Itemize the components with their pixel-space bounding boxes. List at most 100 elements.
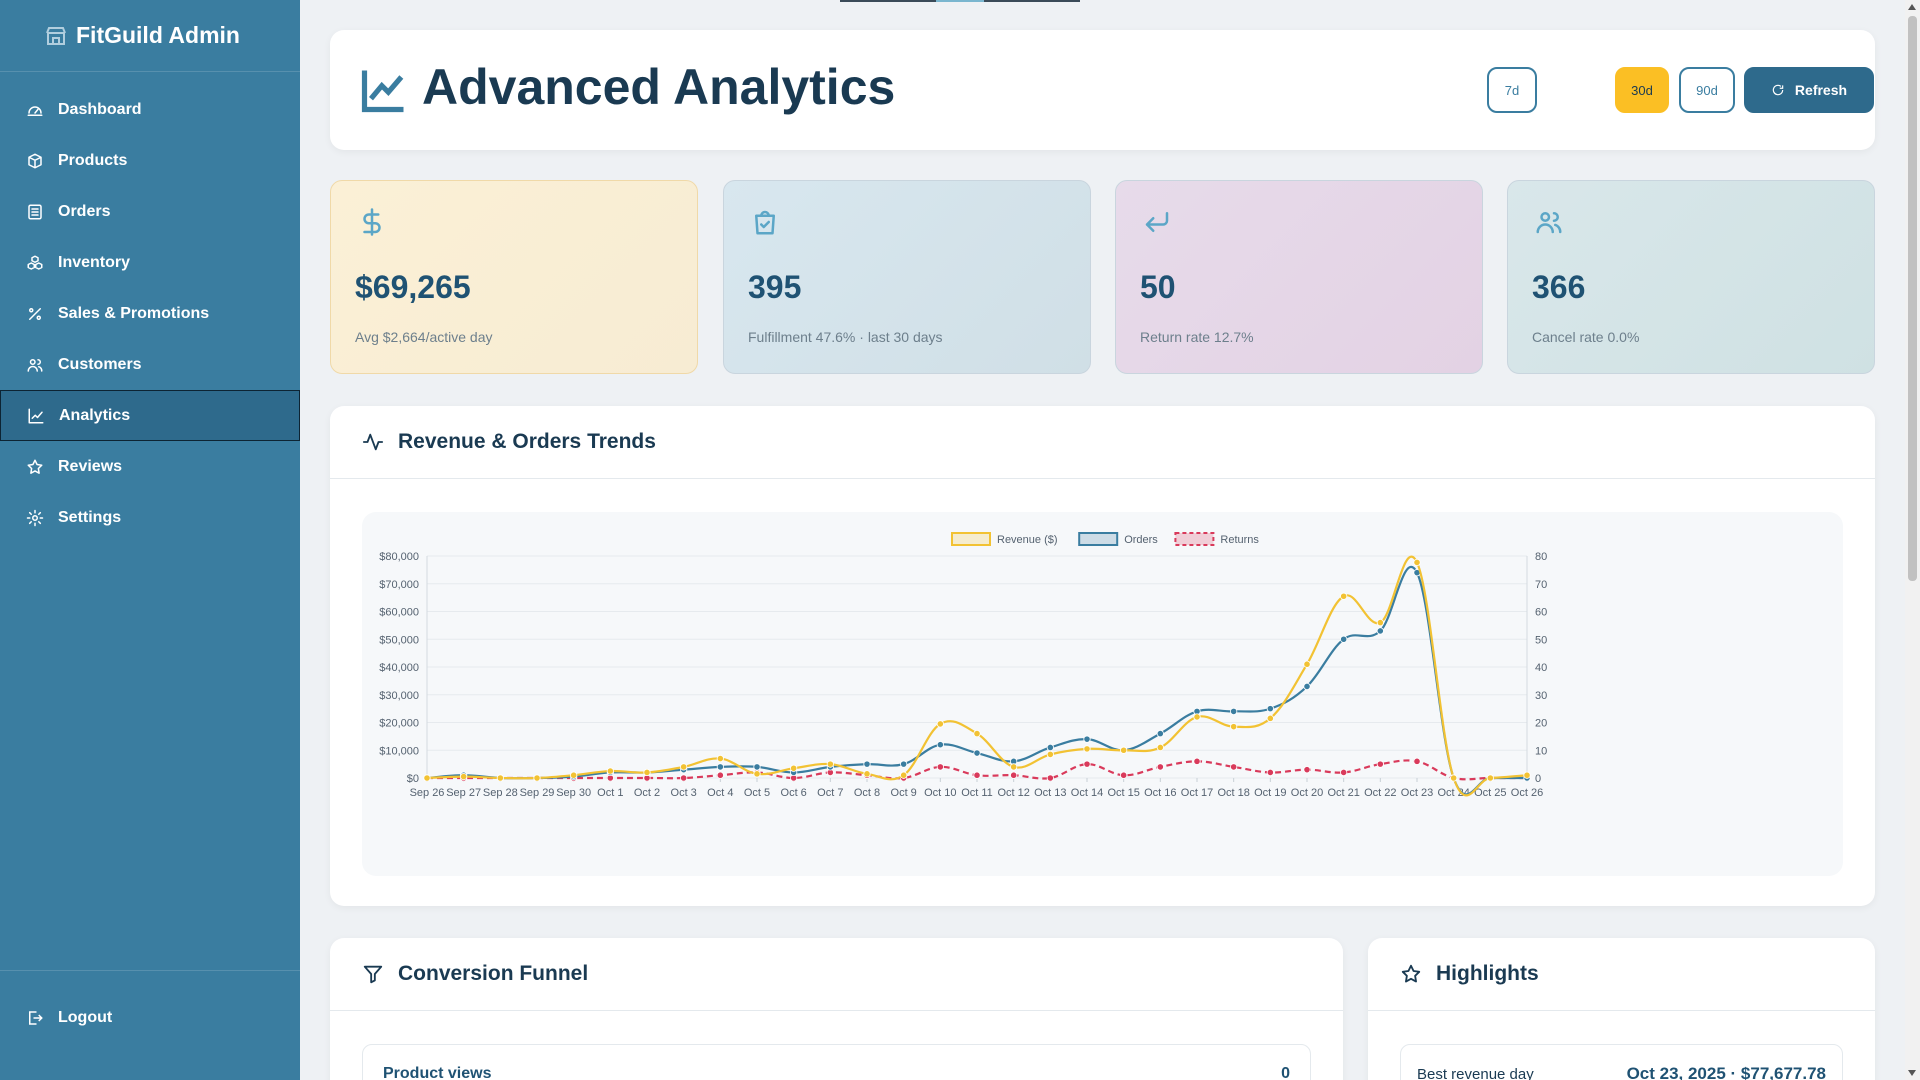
data-point (680, 763, 688, 771)
brand[interactable]: FitGuild Admin (0, 0, 300, 72)
data-point (1376, 627, 1384, 635)
data-point (1120, 771, 1128, 779)
series-line-revenue (426, 555, 1528, 797)
sidebar-item-analytics[interactable]: Analytics (0, 390, 300, 441)
logout-button[interactable]: Logout (0, 970, 300, 1064)
x-tick-label: Oct 6 (781, 787, 807, 799)
kpi-card-customers: 366 Cancel rate 0.0% (1507, 180, 1875, 374)
refresh-button[interactable]: Refresh (1744, 67, 1874, 113)
box-icon (28, 153, 42, 168)
kpi-subtext: Fulfillment 47.6% · last 30 days (748, 329, 943, 345)
kpi-value: 395 (748, 269, 802, 305)
kpi-value: $69,265 (355, 269, 471, 305)
data-point (753, 763, 761, 771)
data-point (1340, 635, 1348, 643)
x-tick-label: Oct 10 (924, 787, 956, 799)
data-point (423, 774, 431, 782)
data-point (1266, 768, 1274, 777)
sidebar-item-products[interactable]: Products (0, 135, 300, 186)
revenue-orders-chart[interactable]: $0 $10,000 $20,000 $30,000 $40,000 $50,000 $60… (362, 512, 1843, 876)
y-left-tick-label: $20,000 (379, 718, 419, 730)
x-tick-label: Oct 3 (671, 787, 697, 799)
funnel-row-value: 0 (1281, 1065, 1290, 1080)
legend-swatch (1174, 532, 1215, 546)
data-point (936, 720, 944, 728)
sidebar-item-dashboard[interactable]: Dashboard (0, 84, 300, 135)
data-point (1083, 760, 1091, 768)
sidebar-item-label: Orders (58, 202, 111, 220)
data-point (1340, 768, 1348, 777)
range-90d-button[interactable]: 90d (1679, 67, 1735, 113)
data-point (1046, 743, 1054, 752)
x-tick-label: Oct 25 (1474, 787, 1506, 799)
range-7d-button[interactable]: 7d (1487, 67, 1537, 113)
sidebar-item-reviews[interactable]: Reviews (0, 441, 300, 492)
x-tick-label: Oct 26 (1511, 787, 1543, 799)
star-icon (27, 459, 43, 474)
funnel-title: Conversion Funnel (398, 962, 589, 985)
data-point (1376, 619, 1384, 627)
data-point (900, 771, 908, 779)
data-point (1303, 682, 1311, 691)
y-left-tick-label: $30,000 (379, 690, 419, 702)
data-point (570, 771, 578, 779)
filter-icon (363, 965, 383, 984)
dashboard-icon (27, 105, 43, 116)
data-point (1303, 660, 1311, 668)
x-tick-label: Sep 27 (446, 787, 481, 799)
data-point (1156, 730, 1164, 738)
range-30d-button[interactable]: 30d (1615, 67, 1669, 113)
x-tick-label: Oct 17 (1181, 787, 1213, 799)
sidebar-item-label: Customers (58, 355, 142, 373)
kpi-subtext: Cancel rate 0.0% (1532, 329, 1640, 345)
chart-line-icon (361, 70, 404, 113)
y-right-tick-label: 80 (1535, 551, 1547, 563)
x-tick-label: Sep 30 (556, 787, 591, 799)
sidebar-item-customers[interactable]: Customers (0, 339, 300, 390)
data-point (1046, 774, 1054, 782)
sidebar-item-settings[interactable]: Settings (0, 492, 300, 543)
x-tick-label: Oct 21 (1327, 787, 1359, 799)
funnel-panel-header: Conversion Funnel (330, 938, 1343, 1011)
x-tick-label: Sep 26 (410, 787, 445, 799)
scroll-up-arrow[interactable] (1908, 4, 1916, 10)
scroll-down-arrow[interactable] (1908, 1070, 1916, 1076)
data-point (1340, 592, 1348, 600)
data-point (716, 763, 724, 771)
users-icon (27, 358, 43, 372)
data-point (1156, 743, 1164, 752)
highlight-value: Oct 23, 2025 · $77,677.78 (1626, 1064, 1826, 1080)
data-point (1046, 750, 1054, 759)
page-header: Advanced Analytics 7d 30d 90d Refresh (330, 30, 1875, 150)
shopping-bag-check-icon (755, 210, 775, 235)
data-point (1230, 763, 1238, 771)
legend-label: Orders (1124, 534, 1158, 546)
sidebar-item-label: Reviews (58, 457, 123, 475)
data-point (936, 763, 944, 771)
y-right-tick-label: 30 (1535, 690, 1547, 702)
x-tick-label: Oct 2 (634, 787, 660, 799)
legend-swatch (1078, 532, 1119, 546)
page-scrollbar[interactable] (1905, 0, 1920, 1080)
data-point (1230, 707, 1238, 715)
highlight-row: Best revenue day Oct 23, 2025 · $77,677.… (1400, 1044, 1843, 1080)
brand-title: FitGuild Admin (76, 22, 240, 48)
x-tick-label: Oct 1 (597, 787, 623, 799)
trends-title: Revenue & Orders Trends (398, 430, 656, 453)
data-point (1266, 705, 1274, 713)
scrollbar-thumb[interactable] (1908, 16, 1917, 581)
x-tick-label: Oct 18 (1217, 787, 1249, 799)
chart-container: $0 $10,000 $20,000 $30,000 $40,000 $50,000 $60… (362, 512, 1843, 876)
y-left-tick-label: $60,000 (379, 607, 419, 619)
sidebar-item-inventory[interactable]: Inventory (0, 237, 300, 288)
sidebar-item-sales[interactable]: Sales & Promotions (0, 288, 300, 339)
sidebar-nav: Dashboard Products Orders Inventory Sale… (0, 84, 300, 543)
y-left-tick-label: $80,000 (379, 551, 419, 563)
data-point (1413, 558, 1421, 567)
y-right-tick-label: 20 (1535, 718, 1547, 730)
kpi-value: 366 (1532, 269, 1586, 305)
sidebar-item-orders[interactable]: Orders (0, 186, 300, 237)
x-tick-label: Oct 24 (1437, 787, 1469, 799)
x-tick-label: Oct 22 (1364, 787, 1396, 799)
legend-label: Revenue ($) (997, 534, 1058, 546)
